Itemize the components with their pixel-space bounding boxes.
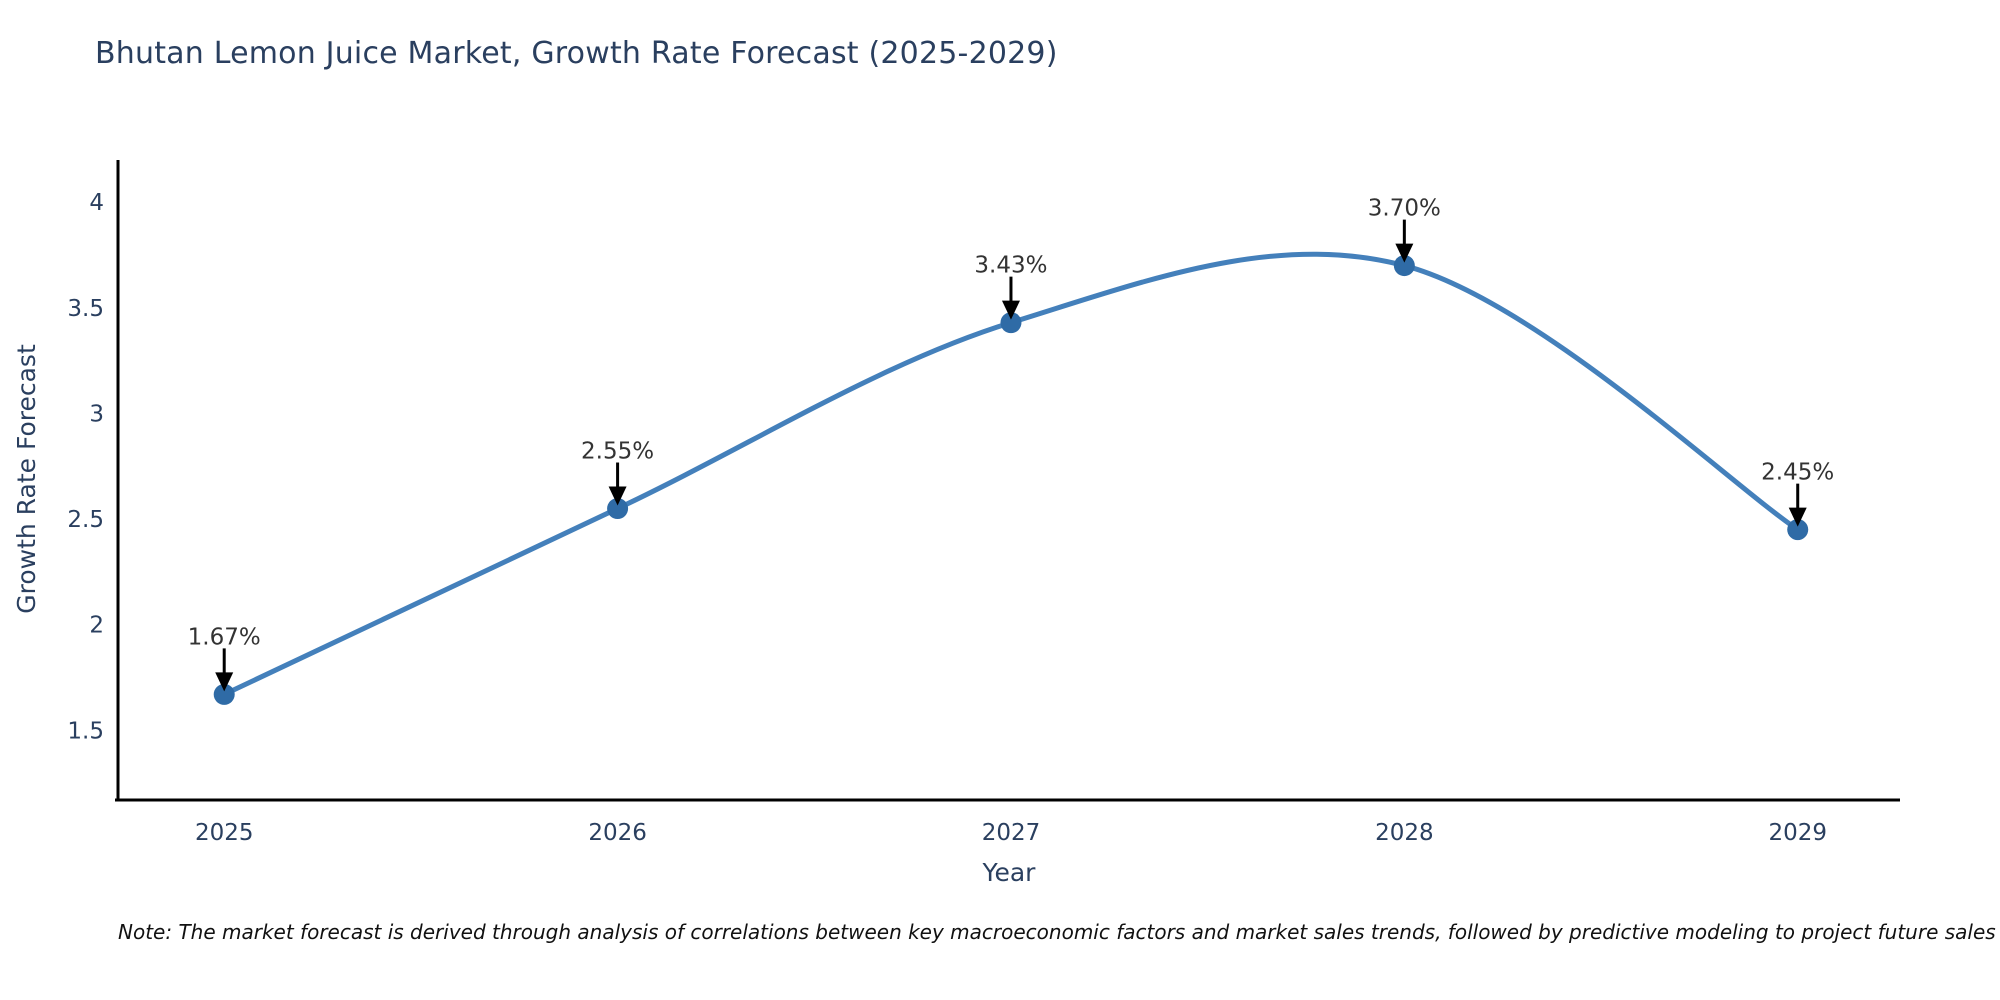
annotation-arrow-head	[1788, 507, 1807, 527]
data-point-marker	[607, 498, 629, 520]
annotation-arrow-head	[1001, 300, 1020, 320]
y-tick-label: 1.5	[67, 718, 104, 744]
chart-title: Bhutan Lemon Juice Market, Growth Rate F…	[95, 36, 1058, 71]
y-tick-label: 2	[89, 613, 104, 639]
footnote: Note: The market forecast is derived thr…	[118, 920, 1996, 944]
data-point-marker	[1787, 519, 1809, 541]
x-tick-label: 2029	[1768, 820, 1827, 846]
y-tick-label: 3.5	[67, 296, 104, 322]
x-axis-title: Year	[982, 858, 1036, 887]
data-point-marker	[1000, 312, 1022, 334]
annotation-arrow-head	[215, 672, 234, 692]
data-point-label: 2.45%	[1761, 460, 1834, 486]
y-tick-label: 2.5	[67, 507, 104, 533]
x-tick-label: 2025	[195, 820, 254, 846]
x-tick-label: 2026	[588, 820, 647, 846]
data-point-label: 2.55%	[581, 439, 654, 465]
annotation-arrow-head	[608, 486, 627, 506]
x-tick-label: 2028	[1375, 820, 1434, 846]
data-point-label: 3.43%	[974, 253, 1047, 279]
data-point-label: 3.70%	[1368, 196, 1441, 222]
annotation-arrow-head	[1395, 243, 1414, 263]
y-tick-label: 3	[89, 401, 104, 427]
data-point-marker	[213, 683, 235, 705]
y-tick-label: 4	[89, 190, 104, 216]
data-point-label: 1.67%	[188, 624, 261, 650]
x-tick-label: 2027	[982, 820, 1041, 846]
data-point-marker	[1393, 255, 1415, 277]
